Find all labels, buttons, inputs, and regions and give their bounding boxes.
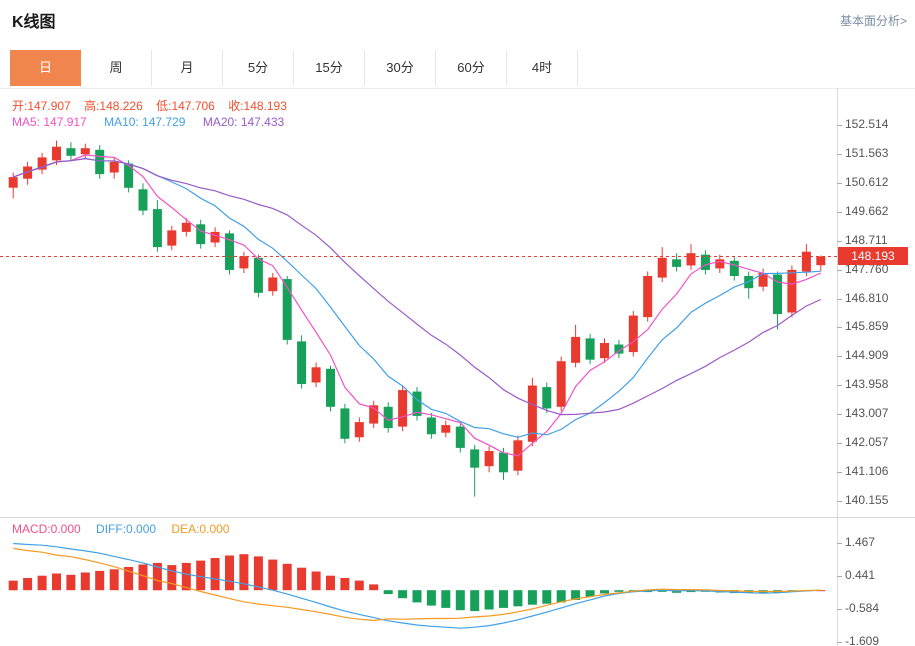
y-axis-label: 149.662 <box>836 203 889 218</box>
tab-weekly[interactable]: 周 <box>81 50 152 86</box>
macd-y-axis-label: 0.441 <box>836 568 876 582</box>
y-axis-label: 143.958 <box>836 377 889 392</box>
ma20-label: MA20: 147.433 <box>202 115 285 129</box>
y-axis-line <box>837 88 838 646</box>
ma-legend: MA5: 147.917 MA10: 147.729 MA20: 147.433 <box>12 115 298 129</box>
ohlc-open: 开:147.907 <box>12 99 71 113</box>
divider <box>0 88 915 89</box>
macd-y-axis-label: 1.467 <box>836 535 876 549</box>
dea-value-label: DEA:0.000 <box>171 522 230 536</box>
tab-60min[interactable]: 60分 <box>436 50 507 86</box>
macd-chart[interactable] <box>0 517 837 646</box>
y-axis-label: 150.612 <box>836 174 889 189</box>
macd-value-label: MACD:0.000 <box>12 522 81 536</box>
macd-y-axis-label: -1.609 <box>836 634 880 646</box>
tab-monthly[interactable]: 月 <box>152 50 223 86</box>
y-axis-label: 143.007 <box>836 406 889 421</box>
y-axis-label: 141.106 <box>836 464 889 479</box>
y-axis-label: 142.057 <box>836 435 889 450</box>
timeframe-tabs: 日 周 月 5分 15分 30分 60分 4时 <box>10 50 578 86</box>
tab-15min[interactable]: 15分 <box>294 50 365 86</box>
ma10-label: MA10: 147.729 <box>104 115 186 129</box>
macd-legend: MACD:0.000 DIFF:0.000 DEA:0.000 <box>12 522 241 536</box>
ohlc-high: 高:148.226 <box>84 99 143 113</box>
page-title: K线图 <box>12 14 56 31</box>
y-axis-label: 144.909 <box>836 348 889 363</box>
fundamental-analysis-link[interactable]: 基本面分析> <box>839 14 907 28</box>
tab-30min[interactable]: 30分 <box>365 50 436 86</box>
ohlc-legend: 开:147.907 高:148.226 低:147.706 收:148.193 <box>12 97 297 114</box>
ohlc-close: 收:148.193 <box>228 99 287 113</box>
y-axis-label: 147.760 <box>836 261 889 276</box>
main-chart[interactable] <box>0 88 837 517</box>
tab-4hour[interactable]: 4时 <box>507 50 578 86</box>
y-axis-label: 152.514 <box>836 117 889 131</box>
tab-daily[interactable]: 日 <box>10 50 81 86</box>
y-axis-label: 146.810 <box>836 290 889 305</box>
y-axis-label: 145.859 <box>836 319 889 334</box>
y-axis-label: 151.563 <box>836 145 889 160</box>
tab-5min[interactable]: 5分 <box>223 50 294 86</box>
panel-divider <box>0 517 915 518</box>
macd-y-axis-label: -0.584 <box>836 601 880 615</box>
y-axis-label: 140.155 <box>836 493 889 507</box>
diff-value-label: DIFF:0.000 <box>96 522 157 536</box>
current-price-tag: 148.193 <box>838 247 908 265</box>
ma5-label: MA5: 147.917 <box>12 115 87 129</box>
ohlc-low: 低:147.706 <box>156 99 215 113</box>
y-axis-label: 148.711 <box>837 232 888 247</box>
